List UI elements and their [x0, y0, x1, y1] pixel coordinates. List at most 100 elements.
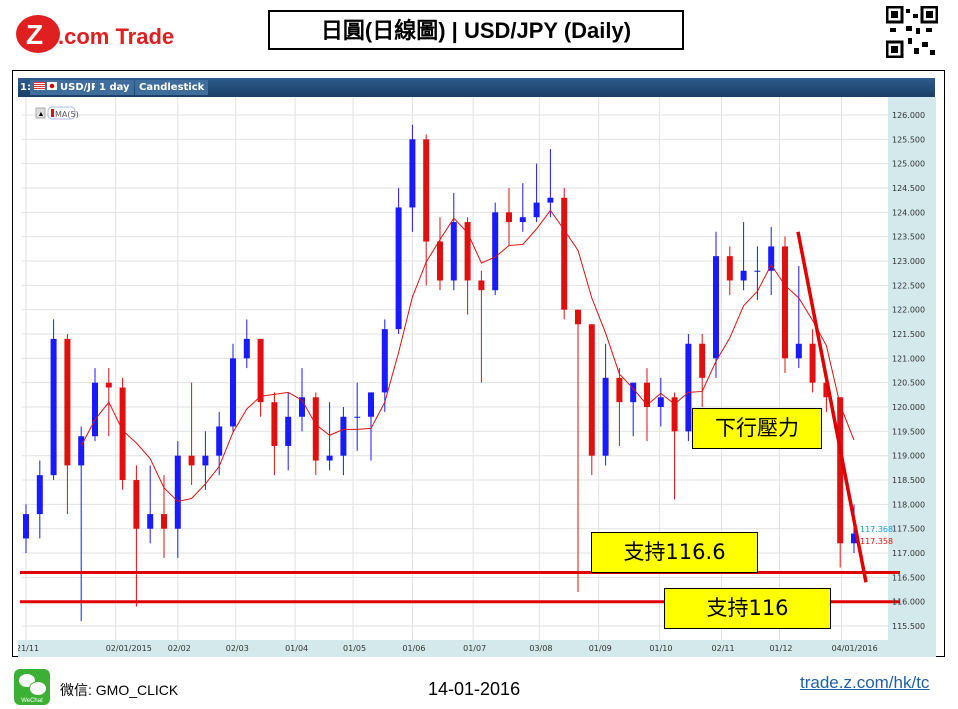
svg-text:.com Trade: .com Trade	[58, 24, 174, 49]
y-tick-label: 124.500	[892, 184, 925, 193]
x-tick-label: 02/03	[226, 644, 249, 653]
candle-body	[685, 343, 692, 432]
symbol-selector[interactable]: USD/JPY	[30, 80, 110, 95]
y-tick-label: 124.000	[892, 208, 925, 217]
symbol-label: USD/JPY	[60, 82, 106, 93]
y-tick-label: 126.000	[892, 111, 925, 120]
chart-type-selector[interactable]: Candlestick	[135, 80, 209, 95]
candle-body	[36, 475, 43, 515]
candle-body	[851, 533, 857, 544]
candle-body	[616, 377, 623, 403]
candle-body	[713, 256, 719, 359]
candle-body	[809, 343, 816, 383]
candle-body	[740, 270, 747, 281]
jp-flag-icon	[47, 82, 57, 90]
candle-body	[726, 256, 733, 281]
candle-body	[299, 397, 305, 417]
candle-body	[216, 426, 223, 456]
wechat-icon-text: WeChat	[21, 698, 43, 704]
candle-body	[409, 139, 416, 208]
x-axis-band	[18, 640, 936, 657]
candle-body	[437, 241, 443, 281]
candle-body	[837, 397, 844, 544]
candle-body	[561, 197, 568, 310]
last-price-blue: 117.368	[860, 525, 893, 534]
x-tick-label: 01/10	[649, 644, 672, 653]
candle-body	[230, 358, 236, 427]
x-tick-label: 02/02	[168, 644, 191, 653]
ma-legend-label: MA(5)	[55, 110, 79, 119]
candle-body	[699, 343, 706, 378]
y-tick-label: 123.500	[892, 233, 925, 242]
candle-body	[478, 280, 485, 291]
candle-body	[602, 377, 609, 456]
wechat-icon: WeChat	[14, 669, 50, 705]
y-tick-label: 125.500	[892, 135, 925, 144]
us-flag-icon	[34, 82, 45, 90]
y-tick-label: 117.500	[892, 525, 925, 534]
interval-selector[interactable]: 1 day	[95, 80, 134, 95]
y-tick-label: 119.000	[892, 452, 925, 461]
candle-body	[105, 382, 112, 388]
y-tick-label: 122.000	[892, 306, 925, 315]
candle-body	[285, 416, 292, 446]
candle-body	[326, 455, 333, 461]
candle-body	[161, 514, 167, 529]
y-tick-label: 119.500	[892, 427, 925, 436]
candle-body	[271, 402, 278, 446]
candle-body	[575, 309, 581, 325]
x-tick-label: 01/06	[402, 644, 425, 653]
candle-body	[64, 338, 71, 466]
x-tick-label: 01/07	[463, 644, 486, 653]
candle-body	[174, 455, 181, 529]
support-116-label: 支持116	[664, 588, 831, 629]
ma-line	[80, 209, 855, 502]
y-tick-label: 121.000	[892, 354, 925, 363]
candle-body	[50, 338, 57, 476]
indicator-legend[interactable]: ▲ MA(5)	[35, 106, 79, 120]
candle-body	[340, 416, 347, 456]
candle-body	[519, 217, 526, 223]
candle-body	[381, 329, 388, 393]
candlestick-chart: 115.500 116.000 116.500 117.000 117.500 118.0…	[18, 97, 936, 657]
candle-body	[423, 139, 430, 242]
y-tick-label: 115.500	[892, 622, 925, 631]
x-tick-label: 01/05	[343, 644, 366, 653]
last-price-red: 117.358	[860, 537, 893, 546]
y-axis-band	[888, 97, 936, 642]
y-tick-label: 116.000	[892, 598, 925, 607]
x-tick-label: 02/11	[712, 644, 735, 653]
y-tick-label: 120.000	[892, 403, 925, 412]
collapse-button[interactable]	[35, 107, 46, 119]
candle-body	[506, 212, 512, 223]
downtrend-line	[796, 231, 868, 583]
candle-body	[243, 338, 250, 359]
chart-index: 1:	[20, 82, 31, 93]
candle-body	[119, 387, 126, 481]
x-tick-label: 01/04	[285, 644, 308, 653]
candle-body	[768, 246, 775, 271]
x-tick-label: 01/12	[769, 644, 792, 653]
candle-body	[92, 382, 98, 437]
svg-text:Z: Z	[26, 19, 43, 50]
candle-body	[450, 222, 457, 281]
candle-body	[188, 455, 195, 466]
candle-body	[657, 397, 664, 408]
y-tick-label: 122.500	[892, 281, 925, 290]
y-tick-label: 117.000	[892, 549, 925, 558]
candle-body	[588, 324, 595, 456]
zcom-trade-logo: Z .com Trade	[14, 12, 214, 56]
candle-body	[795, 343, 802, 359]
x-tick-label: 02/01/2015	[106, 644, 152, 653]
x-tick-label: 01/09	[589, 644, 612, 653]
candle-body	[754, 270, 761, 272]
candle-body	[533, 202, 540, 218]
resistance-label: 下行壓力	[692, 408, 822, 449]
candle-body	[492, 212, 499, 291]
qr-code	[885, 5, 939, 59]
website-link[interactable]: trade.z.com/hk/tc	[800, 673, 930, 692]
candle-body	[782, 246, 788, 359]
candle-body	[823, 382, 830, 398]
candle-body	[464, 222, 471, 281]
x-tick-label: 03/08	[529, 644, 552, 653]
